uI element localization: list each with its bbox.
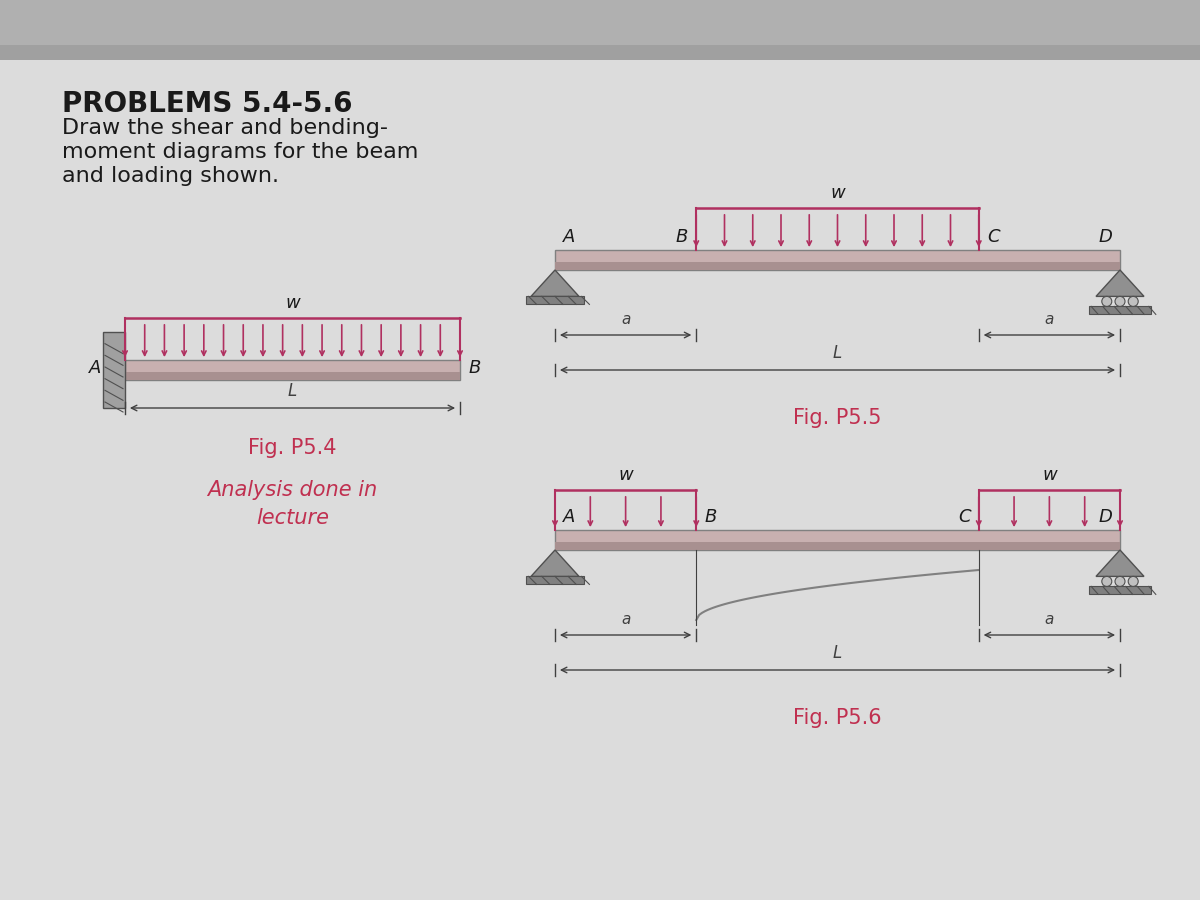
Text: Fig. P5.6: Fig. P5.6: [793, 708, 882, 728]
Text: w: w: [286, 294, 300, 312]
Circle shape: [1102, 296, 1111, 306]
Text: w: w: [618, 466, 634, 484]
Text: lecture: lecture: [256, 508, 329, 528]
Bar: [0, 0, 1200, 50]
Text: a: a: [620, 612, 630, 627]
Text: PROBLEMS 5.4-5.6: PROBLEMS 5.4-5.6: [62, 90, 353, 118]
Text: L: L: [833, 344, 842, 362]
Bar: [554, 250, 1120, 270]
Text: Fig. P5.5: Fig. P5.5: [793, 408, 882, 428]
Polygon shape: [530, 550, 580, 576]
Circle shape: [1128, 576, 1139, 587]
Text: B: B: [704, 508, 716, 526]
Polygon shape: [530, 270, 580, 296]
Text: D: D: [1098, 228, 1112, 246]
Bar: [125, 372, 460, 380]
Text: B: B: [469, 359, 481, 377]
Circle shape: [1128, 296, 1139, 306]
Circle shape: [1102, 576, 1111, 587]
Bar: [527, 296, 584, 304]
Text: L: L: [833, 644, 842, 662]
Text: a: a: [620, 312, 630, 327]
Bar: [554, 530, 1120, 550]
Circle shape: [1115, 296, 1126, 306]
Text: moment diagrams for the beam: moment diagrams for the beam: [62, 142, 419, 162]
Bar: [103, 332, 125, 408]
Bar: [554, 262, 1120, 270]
Text: a: a: [1045, 312, 1054, 327]
Text: L: L: [288, 382, 298, 400]
Polygon shape: [1096, 550, 1144, 576]
Text: w: w: [830, 184, 845, 202]
Bar: [1088, 587, 1151, 594]
Circle shape: [1115, 576, 1126, 587]
Text: A: A: [563, 228, 575, 246]
Text: Fig. P5.4: Fig. P5.4: [248, 438, 337, 458]
Bar: [125, 360, 460, 380]
Text: A: A: [563, 508, 575, 526]
Text: B: B: [676, 228, 689, 246]
Text: w: w: [1042, 466, 1057, 484]
Bar: [554, 542, 1120, 550]
Text: Analysis done in: Analysis done in: [208, 480, 378, 500]
Bar: [527, 576, 584, 584]
Text: A: A: [89, 359, 101, 377]
Bar: [1088, 306, 1151, 314]
Text: and loading shown.: and loading shown.: [62, 166, 278, 186]
Text: Draw the shear and bending-: Draw the shear and bending-: [62, 118, 388, 138]
Bar: [0, 45, 1200, 60]
Polygon shape: [1096, 270, 1144, 296]
Text: a: a: [1045, 612, 1054, 627]
Text: D: D: [1098, 508, 1112, 526]
Text: C: C: [986, 228, 1000, 246]
Text: C: C: [958, 508, 971, 526]
